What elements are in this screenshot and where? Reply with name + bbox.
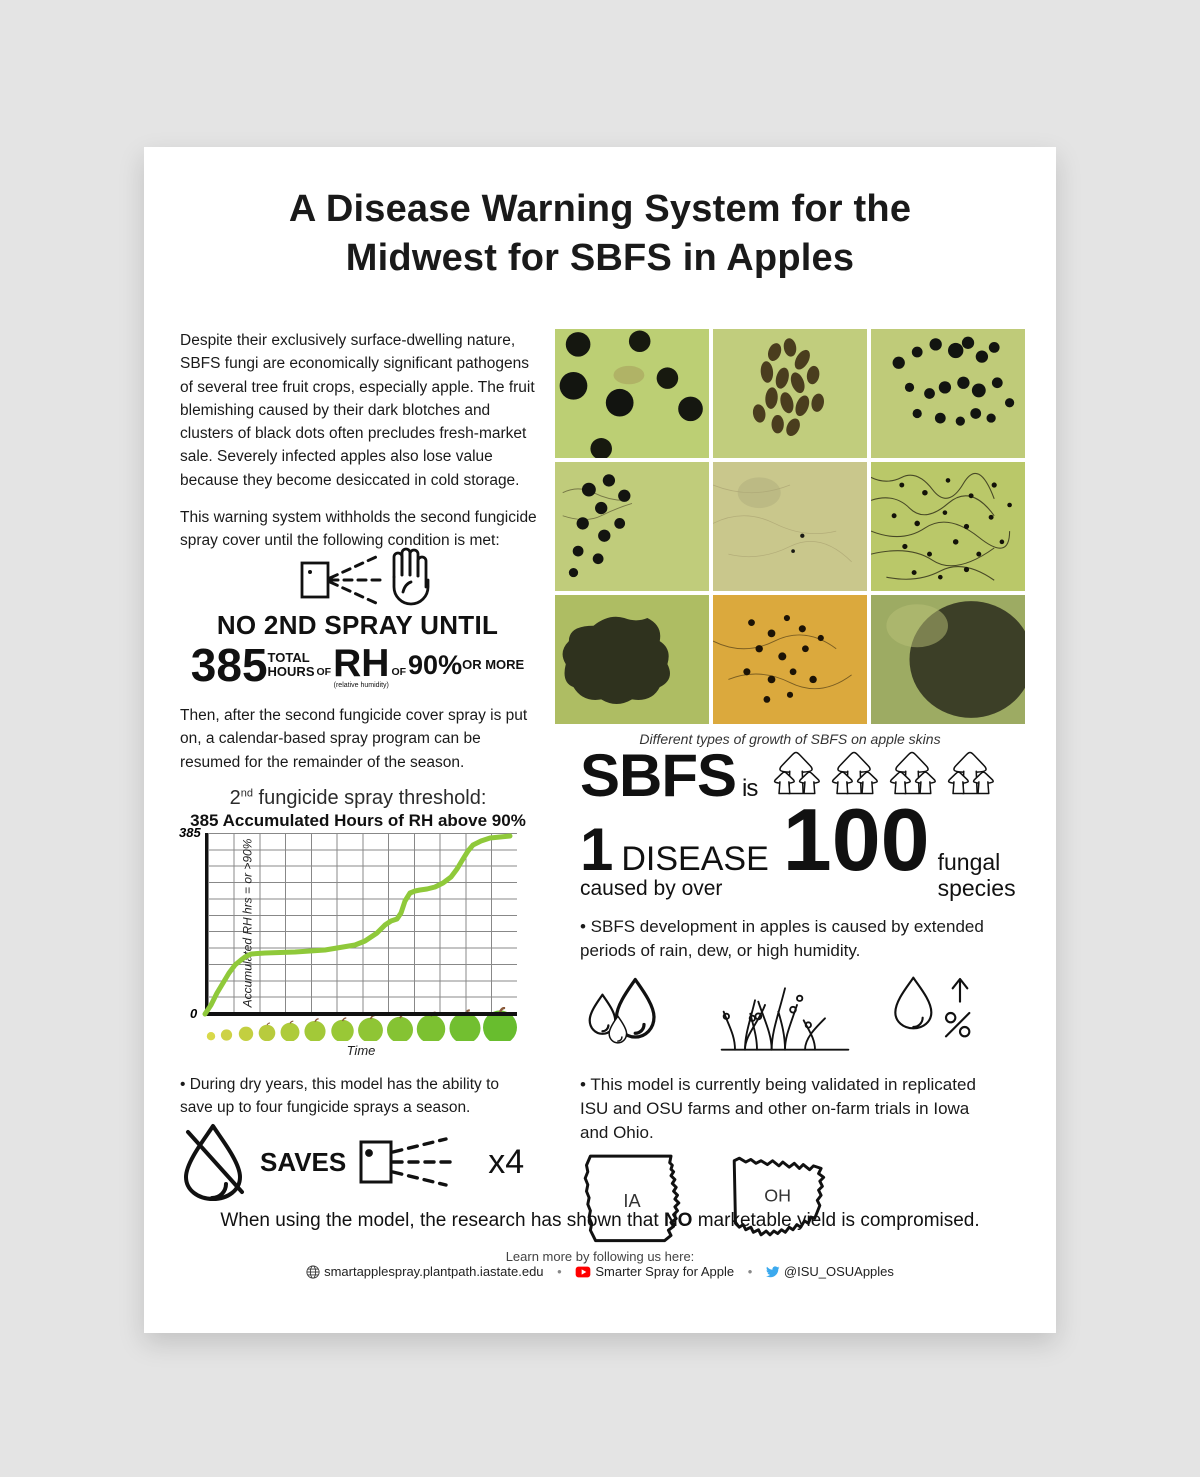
svg-text:IA: IA: [623, 1191, 641, 1211]
svg-text:OH: OH: [764, 1186, 791, 1206]
